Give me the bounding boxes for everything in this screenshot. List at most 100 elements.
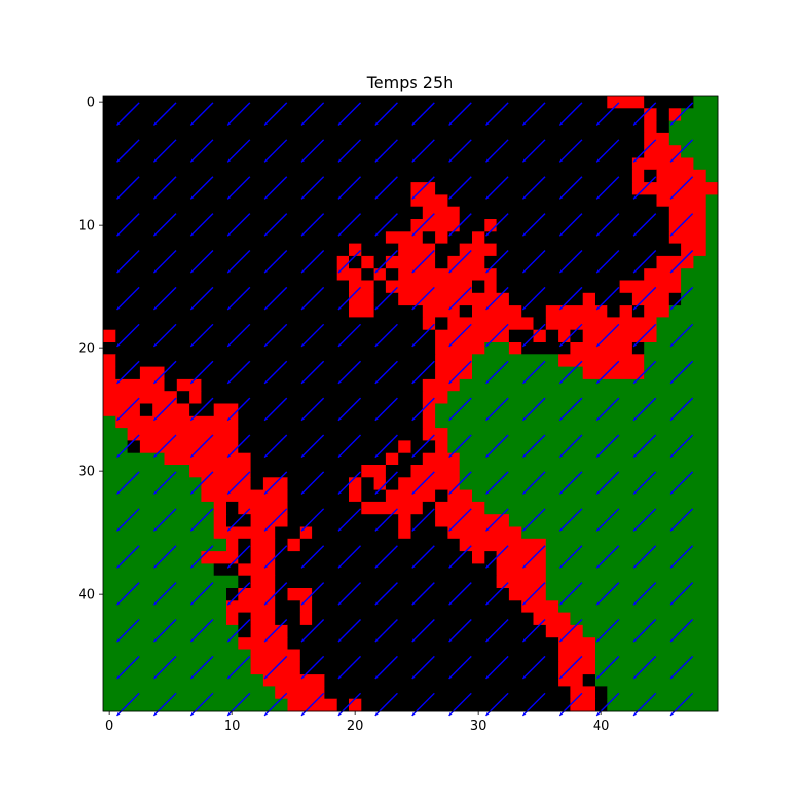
wind-arrow-head [153,601,158,606]
wind-arrow [669,434,694,459]
wind-arrow [521,360,546,385]
heatmap-cell-run [631,305,645,318]
heatmap-cell-run [422,206,461,220]
wind-arrow [595,397,620,422]
wind-arrow-head [301,490,306,495]
wind-arrow-head [485,453,490,458]
heatmap-cell-run [299,526,313,540]
wind-arrow-head [153,269,158,274]
wind-arrow [669,360,694,385]
wind-arrow [337,323,362,348]
wind-arrow [521,619,546,643]
heatmap-cell-run [410,194,448,208]
wind-arrow [558,545,583,569]
wind-arrow [300,582,325,606]
wind-arrow [632,582,657,606]
wind-arrow [448,582,472,606]
heatmap-cell-run [398,440,411,454]
heatmap-cell-run [435,366,473,380]
heatmap-cell-run [668,206,707,220]
wind-arrow-head [374,601,379,606]
wind-arrow-head [596,675,601,680]
wind-arrow-head [485,601,490,606]
wind-arrow-head [374,158,379,163]
heatmap-cell-run [607,96,645,109]
wind-arrow [116,582,140,606]
wind-arrow [374,323,398,348]
wind-arrow [152,655,177,680]
heatmap-cell-run [644,169,657,183]
wind-arrow-head [301,564,306,569]
heatmap-cell-run [103,219,411,232]
wind-arrow [374,139,398,163]
heatmap-cell-run [103,132,645,146]
heatmap-cell-run [250,452,387,466]
heatmap-cell-run [287,624,547,638]
wind-arrow [374,213,398,237]
wind-arrow-head [522,638,527,643]
x-tick-label: 10 [224,719,241,734]
wind-arrow [411,655,435,680]
wind-arrow-head [153,158,158,163]
wind-arrow-head [264,121,269,126]
wind-arrow-head [522,379,527,384]
wind-arrow [263,545,288,569]
wind-arrow [226,545,251,569]
heatmap-cell-run [595,637,719,650]
heatmap-cell-run [275,588,288,601]
heatmap-cell-run [250,612,276,626]
wind-arrow-head [301,121,306,126]
heatmap-cell-run [287,501,362,515]
heatmap-cell-run [545,575,719,589]
heatmap-cell-run [103,329,116,343]
heatmap-cell-run [631,157,694,171]
heatmap-cell-run [103,489,202,503]
wind-arrow [189,655,214,680]
heatmap-cell-run [361,501,424,515]
heatmap-cell-run [275,538,288,552]
wind-arrow-head [448,158,453,163]
wind-arrow-head [190,601,195,606]
wind-arrow [448,323,472,348]
heatmap-cell-run [459,219,485,232]
wind-arrow-head [559,675,564,680]
heatmap-cell-run [299,612,313,626]
wind-arrow-head [485,490,490,495]
heatmap-cell-run [103,477,202,490]
wind-arrow-head [633,453,638,458]
heatmap-cell-run [582,329,657,343]
heatmap-cell-run [693,255,719,269]
wind-arrow-head [633,195,638,200]
heatmap-cell-run [656,317,719,331]
x-tick-label: 40 [593,719,610,734]
heatmap-cell-run [422,305,461,318]
wind-arrow [669,397,694,422]
wind-arrow [374,582,398,606]
wind-arrow [226,286,251,311]
wind-arrow [485,582,509,606]
wind-arrow-head [227,453,232,458]
wind-arrow-head [633,121,638,126]
heatmap-cell-run [472,551,485,564]
heatmap-cell-run [681,108,719,121]
wind-arrow [152,397,177,422]
wind-arrow [485,434,509,459]
wind-arrow [189,508,214,532]
wind-arrow-head [190,158,195,163]
heatmap-cell-run [521,600,559,613]
wind-arrow-head [596,269,601,274]
wind-arrow [558,619,583,643]
wind-arrow [448,176,472,200]
wind-arrow-head [264,195,269,200]
wind-arrow [189,213,214,237]
wind-arrow [485,397,509,422]
wind-arrow-head [448,675,453,680]
wind-arrow [485,176,509,200]
wind-arrow-head [485,564,490,569]
wind-arrow [189,250,214,274]
heatmap-cell-run [435,440,448,454]
wind-arrow [300,176,325,200]
wind-arrow-head [301,342,306,347]
heatmap-cell-run [349,255,362,269]
